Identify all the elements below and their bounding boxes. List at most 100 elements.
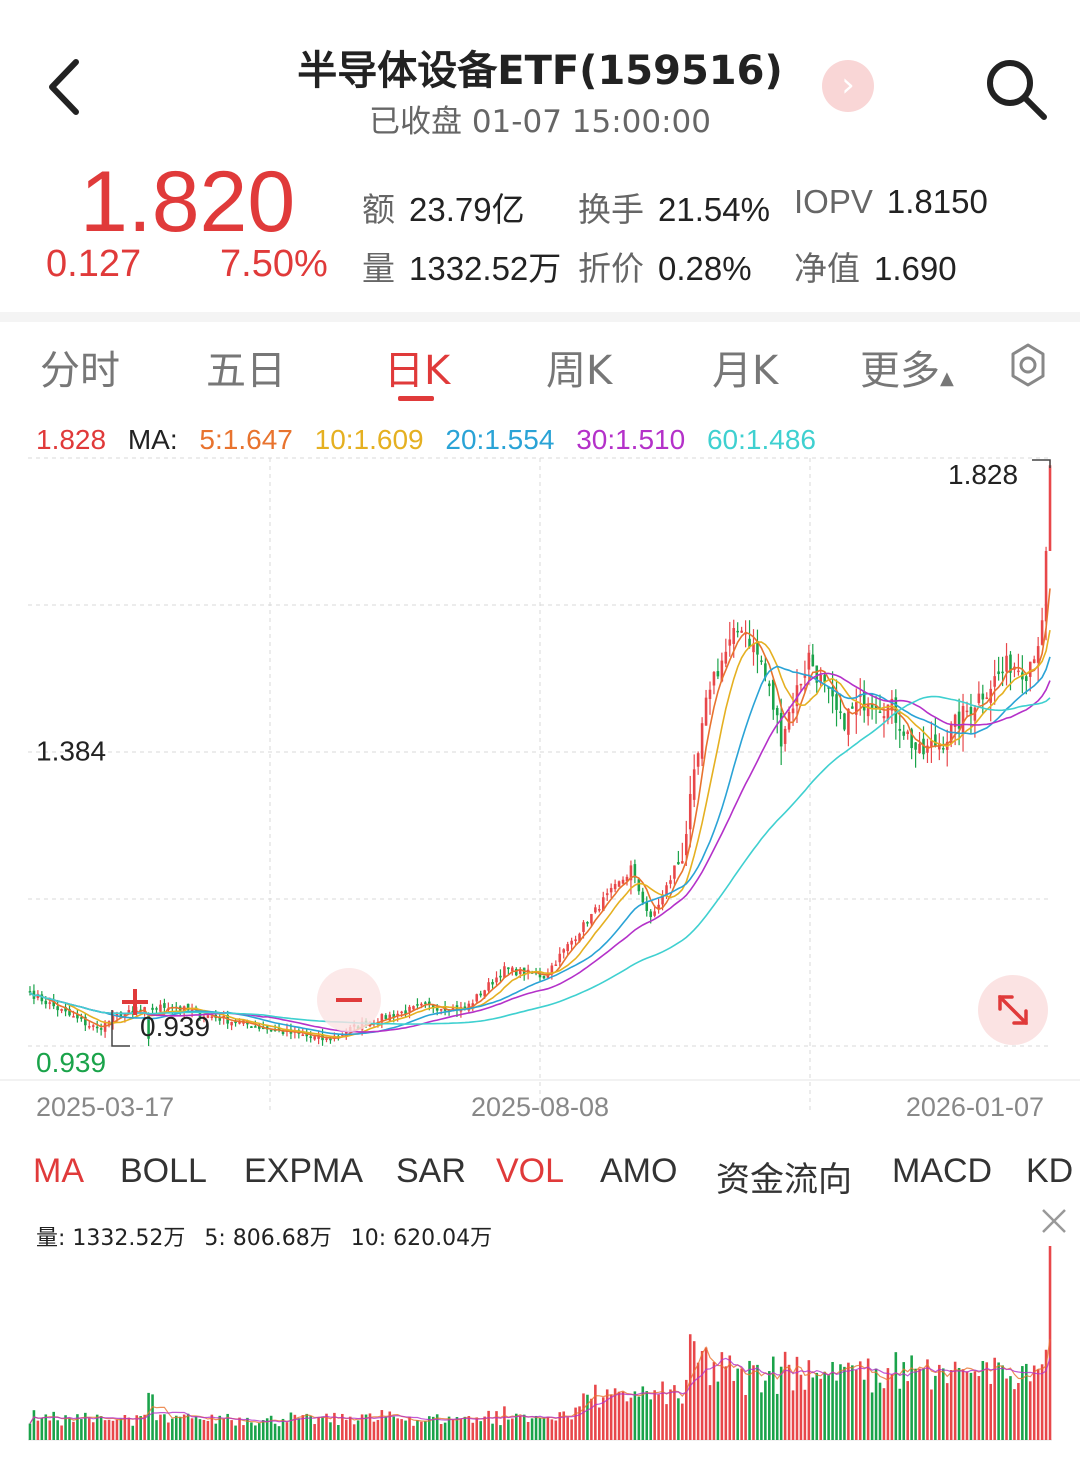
volume-bar: [483, 1416, 486, 1440]
volume-bar: [934, 1375, 937, 1440]
back-icon[interactable]: [36, 52, 96, 122]
volume-bar: [692, 1341, 696, 1440]
ma20-line: [29, 656, 1051, 1036]
volume-bar: [855, 1369, 858, 1440]
tab-weekly-k[interactable]: 周K: [546, 348, 613, 394]
candle-body: [760, 660, 763, 662]
next-stock-button[interactable]: ›: [822, 60, 874, 112]
candle-body: [985, 697, 989, 699]
indicator-vol[interactable]: VOL: [496, 1152, 565, 1190]
indicator-fund-flow[interactable]: 资金流向: [716, 1161, 852, 1199]
search-icon[interactable]: [982, 55, 1052, 125]
volume-value: 量: 1332.52万: [36, 1226, 186, 1251]
candle-body: [392, 1014, 395, 1018]
candle-body: [99, 1028, 103, 1030]
candle-body: [538, 973, 542, 978]
tab-more[interactable]: 更多▲: [860, 348, 954, 394]
candle-body: [1048, 465, 1052, 551]
candle-body: [645, 902, 649, 911]
volume-bar: [673, 1385, 676, 1440]
indicator-amo[interactable]: AMO: [600, 1152, 678, 1190]
stat-volume: 量 1332.52万: [362, 250, 562, 287]
volume-bar: [989, 1383, 993, 1440]
volume-bar: [862, 1379, 866, 1440]
volume-bar: [60, 1425, 63, 1440]
indicator-boll[interactable]: BOLL: [120, 1152, 207, 1190]
candle-body: [629, 865, 633, 881]
volume-bar: [601, 1397, 605, 1440]
close-icon[interactable]: [1040, 1207, 1068, 1235]
candle-body: [823, 674, 826, 682]
volume-bar: [1017, 1382, 1020, 1440]
volume-bar: [424, 1421, 427, 1440]
candle-body: [752, 643, 755, 653]
volume-bar: [400, 1419, 403, 1440]
market-status: 已收盘 01-07 15:00:00: [368, 104, 711, 140]
tab-monthly-k[interactable]: 月K: [712, 348, 779, 394]
candle-body: [325, 1038, 328, 1040]
tab-intraday[interactable]: 分时: [40, 348, 120, 394]
volume-bar: [590, 1398, 593, 1440]
tab-daily-k[interactable]: 日K: [384, 348, 451, 394]
candle-body: [791, 708, 795, 714]
period-tabs: 分时 五日 日K 周K 月K 更多▲: [0, 322, 1080, 408]
candle-body: [431, 1005, 435, 1009]
indicator-macd[interactable]: MACD: [892, 1152, 993, 1190]
volume-bar: [985, 1362, 989, 1440]
volume-bar: [48, 1420, 52, 1440]
candle-body: [681, 861, 684, 864]
price-change: 0.127: [46, 243, 142, 285]
volume-bar: [518, 1415, 522, 1440]
candle-body: [1001, 671, 1004, 674]
volume-bar: [847, 1362, 850, 1440]
volume-bar: [736, 1368, 739, 1440]
tab-five-day[interactable]: 五日: [206, 348, 286, 394]
indicator-ma[interactable]: MA: [33, 1152, 84, 1190]
volume-bar: [550, 1419, 554, 1440]
indicator-expma[interactable]: EXPMA: [244, 1152, 364, 1190]
volume-bar: [76, 1414, 79, 1440]
candle-body: [609, 887, 613, 893]
gear-icon[interactable]: [1005, 342, 1051, 388]
candle-body: [238, 1021, 241, 1024]
volume-bar: [562, 1411, 566, 1440]
candle-body: [147, 1015, 150, 1039]
volume-bar: [728, 1355, 732, 1440]
candle-body: [471, 1003, 475, 1007]
candle-body: [542, 975, 546, 979]
candle-body: [653, 911, 656, 916]
candle-body: [139, 1009, 142, 1012]
low-marker: [111, 1010, 130, 1047]
volume-legend: 量: 1332.52万 5: 806.68万 10: 620.04万: [36, 1220, 504, 1252]
candle-body: [400, 1011, 403, 1014]
candle-body: [977, 693, 981, 704]
volume-bar: [1025, 1363, 1028, 1440]
volume-bar: [285, 1422, 289, 1440]
volume-bar: [969, 1372, 973, 1440]
stat-amount: 额 23.79亿: [362, 191, 525, 228]
volume-bar: [918, 1368, 921, 1440]
candle-body: [787, 711, 791, 730]
volume-bar: [293, 1414, 297, 1440]
volume-bar: [230, 1420, 233, 1440]
candle-body: [724, 651, 728, 664]
volume-bar: [167, 1422, 170, 1440]
volume-bar: [957, 1367, 961, 1440]
candle-body: [1040, 620, 1044, 645]
candle-body: [827, 687, 830, 689]
candle-body: [313, 1036, 316, 1040]
volume-bar: [586, 1394, 589, 1440]
fullscreen-button[interactable]: [978, 975, 1048, 1045]
candle-body: [68, 1008, 71, 1016]
candle-body: [661, 894, 664, 905]
candle-body: [692, 769, 696, 800]
volume-bar: [621, 1391, 625, 1440]
volume-bar: [95, 1414, 99, 1440]
candle-body: [989, 688, 993, 703]
candle-body: [182, 1006, 186, 1013]
indicator-kd[interactable]: KD: [1026, 1152, 1074, 1190]
kline-chart[interactable]: 1.384 0.939 1.828 0.939 2025-03-17 2025-08-08…: [0, 410, 1080, 1140]
candle-body: [637, 879, 641, 892]
indicator-sar[interactable]: SAR: [396, 1152, 466, 1190]
volume-bar: [372, 1421, 376, 1440]
